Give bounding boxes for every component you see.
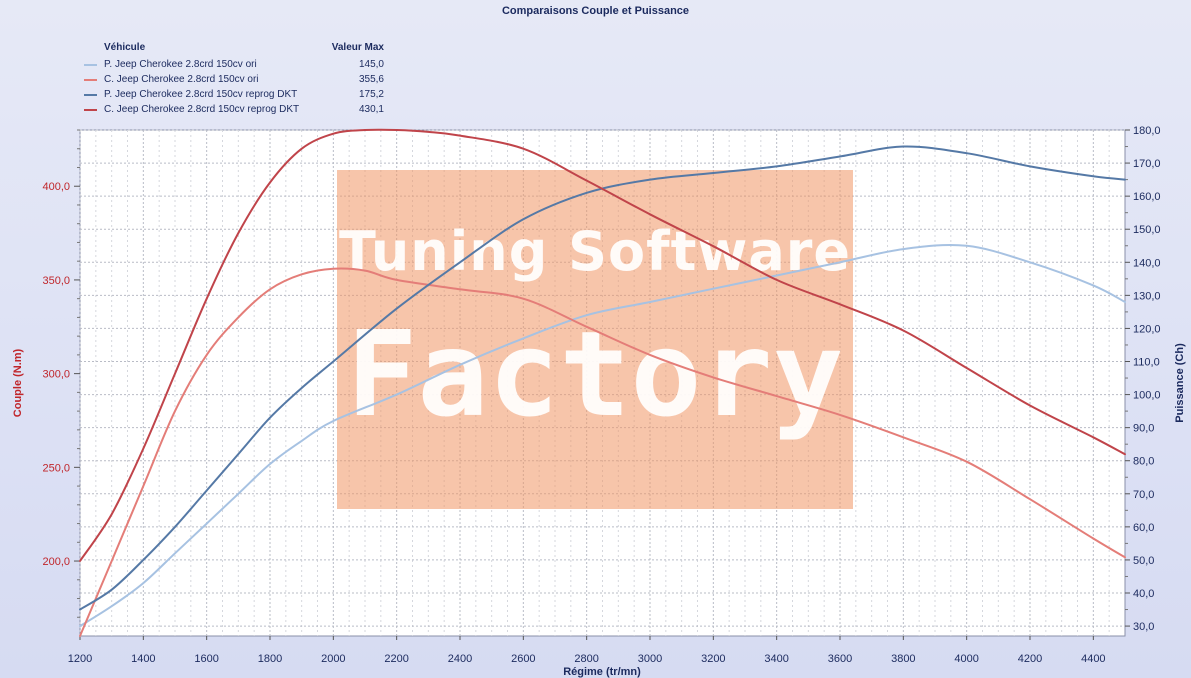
- x-tick-label: 3800: [891, 653, 915, 665]
- x-axis-title: Régime (tr/mn): [563, 666, 641, 678]
- legend-item[interactable]: P. Jeep Cherokee 2.8crd 150cv reprog DKT…: [84, 87, 384, 102]
- right-axis-ticks: 30,0 40,0 50,0 60,0 70,0 80,0 90,0 100,0 110,0 12…: [1125, 125, 1161, 633]
- right-axis-title: Puissance (Ch): [1174, 343, 1186, 423]
- right-tick-label: 140,0: [1133, 257, 1161, 269]
- legend-swatch: [84, 78, 97, 81]
- watermark-line-1: Tuning Software: [338, 220, 852, 283]
- x-tick-label: 3200: [701, 653, 725, 665]
- right-tick-label: 150,0: [1133, 224, 1161, 236]
- right-tick-label: 60,0: [1133, 522, 1154, 534]
- x-tick-label: 2600: [511, 653, 535, 665]
- legend-header-vehicle: Véhicule: [104, 42, 146, 53]
- right-tick-label: 90,0: [1133, 423, 1154, 435]
- legend-swatch: [84, 93, 97, 96]
- x-tick-label: 1800: [258, 653, 282, 665]
- x-tick-label: 3000: [638, 653, 662, 665]
- right-tick-label: 160,0: [1133, 191, 1161, 203]
- right-tick-label: 40,0: [1133, 588, 1154, 600]
- x-tick-label: 2200: [384, 653, 408, 665]
- x-tick-label: 2800: [574, 653, 598, 665]
- x-tick-label: 1200: [68, 653, 92, 665]
- left-tick-label: 200,0: [42, 556, 70, 568]
- left-tick-label: 400,0: [42, 181, 70, 193]
- left-tick-label: 300,0: [42, 369, 70, 381]
- chart-title: Comparaisons Couple et Puissance: [501, 5, 690, 17]
- legend-header-max: Valeur Max: [331, 42, 384, 53]
- right-tick-label: 110,0: [1133, 357, 1160, 369]
- right-tick-label: 100,0: [1133, 390, 1161, 402]
- legend-series-name: P. Jeep Cherokee 2.8crd 150cv ori: [104, 59, 257, 70]
- watermark-line-2: Factory: [346, 305, 844, 443]
- left-axis-ticks: 200,0 250,0 300,0 350,0 400,0: [42, 129, 80, 618]
- x-tick-label: 4400: [1081, 653, 1105, 665]
- legend-series-max: 175,2: [358, 89, 384, 100]
- right-tick-label: 170,0: [1133, 158, 1161, 170]
- legend-series-name: P. Jeep Cherokee 2.8crd 150cv reprog DKT: [104, 89, 298, 100]
- x-tick-label: 4200: [1018, 653, 1042, 665]
- left-tick-label: 350,0: [42, 275, 70, 287]
- legend-series-max: 430,1: [358, 104, 384, 115]
- right-tick-label: 180,0: [1133, 125, 1161, 137]
- legend-swatch: [84, 108, 97, 111]
- right-tick-label: 80,0: [1133, 456, 1154, 468]
- right-tick-label: 50,0: [1133, 555, 1154, 567]
- x-tick-label: 2000: [321, 653, 345, 665]
- legend-series-max: 355,6: [358, 74, 384, 85]
- legend-series-name: C. Jeep Cherokee 2.8crd 150cv ori: [104, 74, 259, 85]
- right-tick-label: 120,0: [1133, 323, 1161, 335]
- legend-item[interactable]: C. Jeep Cherokee 2.8crd 150cv ori 355,6: [84, 72, 384, 87]
- x-tick-label: 3600: [828, 653, 852, 665]
- right-tick-label: 70,0: [1133, 489, 1154, 501]
- left-axis-title: Couple (N.m): [12, 348, 24, 417]
- legend-item[interactable]: C. Jeep Cherokee 2.8crd 150cv reprog DKT…: [84, 102, 384, 117]
- left-tick-label: 250,0: [42, 462, 70, 474]
- x-tick-label: 1600: [194, 653, 218, 665]
- x-tick-label: 1400: [131, 653, 155, 665]
- x-tick-label: 3400: [764, 653, 788, 665]
- right-tick-label: 30,0: [1133, 621, 1154, 633]
- legend-header: Véhicule Valeur Max: [84, 42, 384, 57]
- x-axis-ticks: 1200 1400 1600 1800 2000 2200 2400 2600 2800 3000…: [68, 636, 1106, 665]
- legend-item[interactable]: P. Jeep Cherokee 2.8crd 150cv ori 145,0: [84, 57, 384, 72]
- x-tick-label: 2400: [448, 653, 472, 665]
- legend-series-max: 145,0: [358, 59, 384, 70]
- watermark: Tuning Software Factory: [337, 170, 853, 509]
- legend: Véhicule Valeur Max P. Jeep Cherokee 2.8…: [84, 42, 384, 117]
- right-tick-label: 130,0: [1133, 290, 1161, 302]
- legend-swatch: [84, 63, 97, 66]
- legend-series-name: C. Jeep Cherokee 2.8crd 150cv reprog DKT: [104, 104, 300, 115]
- x-tick-label: 4000: [954, 653, 978, 665]
